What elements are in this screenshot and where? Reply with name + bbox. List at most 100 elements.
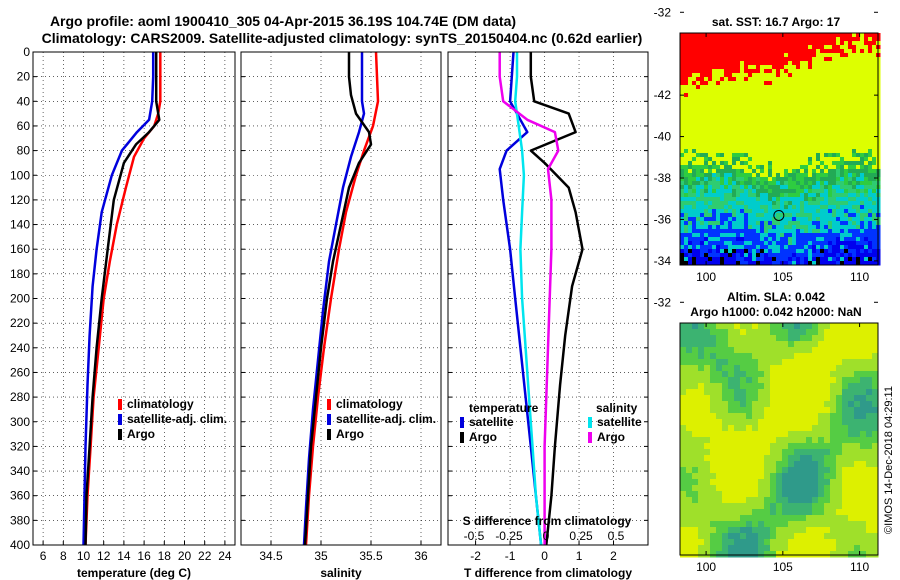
map-cell: [768, 249, 773, 254]
map-cell: [764, 545, 771, 552]
legend-label: Argo: [127, 427, 155, 441]
map-cell: [796, 225, 801, 230]
map-cell: [840, 53, 845, 58]
map-cell: [794, 443, 801, 450]
map-cell: [712, 221, 717, 226]
map-cell: [720, 125, 725, 130]
map-cell: [830, 371, 837, 378]
map-cell: [844, 105, 849, 110]
map-cell: [824, 101, 829, 106]
map-cell: [868, 189, 873, 194]
map-cell: [824, 467, 831, 474]
map-cell: [812, 69, 817, 74]
map-cell: [792, 157, 797, 162]
map-cell: [812, 497, 819, 504]
map-cell: [716, 161, 721, 166]
map-cell: [704, 113, 709, 118]
map-cell: [816, 205, 821, 210]
map-cell: [680, 129, 685, 134]
map-cell: [796, 177, 801, 182]
map-cell: [724, 197, 729, 202]
map-cell: [792, 169, 797, 174]
map-cell: [820, 229, 825, 234]
map-cell: [860, 461, 867, 468]
map-x-tick-label: 105: [773, 560, 793, 574]
map-cell: [680, 539, 687, 546]
map-cell: [800, 213, 805, 218]
map-cell: [704, 545, 711, 552]
map-cell: [794, 449, 801, 456]
map-cell: [746, 431, 753, 438]
map-cell: [688, 185, 693, 190]
map-cell: [872, 413, 879, 420]
map-cell: [708, 37, 713, 42]
map-cell: [700, 241, 705, 246]
map-cell: [688, 121, 693, 126]
map-cell: [864, 201, 869, 206]
map-cell: [836, 353, 843, 360]
map-cell: [752, 73, 757, 78]
map-cell: [780, 93, 785, 98]
map-cell: [844, 205, 849, 210]
map-cell: [696, 141, 701, 146]
map-cell: [716, 539, 723, 546]
map-cell: [818, 533, 825, 540]
map-cell: [740, 253, 745, 258]
map-cell: [820, 241, 825, 246]
map-cell: [708, 189, 713, 194]
map-cell: [800, 205, 805, 210]
map-cell: [692, 65, 697, 70]
map-cell: [848, 169, 853, 174]
map-cell: [740, 173, 745, 178]
map-cell: [812, 85, 817, 90]
map-cell: [830, 509, 837, 516]
map-cell: [860, 197, 865, 202]
map-cell: [684, 65, 689, 70]
map-cell: [692, 137, 697, 142]
map-cell: [844, 133, 849, 138]
map-cell: [724, 249, 729, 254]
map-cell: [680, 347, 687, 354]
map-cell: [724, 189, 729, 194]
map-cell: [828, 45, 833, 50]
map-x-tick-label: 100: [696, 560, 716, 574]
map-cell: [740, 389, 747, 396]
map-cell: [680, 197, 685, 202]
map-cell: [852, 77, 857, 82]
map-cell: [704, 77, 709, 82]
map-cell: [684, 53, 689, 58]
map-cell: [748, 249, 753, 254]
map-cell: [844, 229, 849, 234]
map-cell: [700, 73, 705, 78]
map-cell: [824, 109, 829, 114]
map-cell: [734, 437, 741, 444]
map-cell: [804, 201, 809, 206]
map-cell: [700, 249, 705, 254]
map-cell: [700, 93, 705, 98]
map-cell: [720, 105, 725, 110]
map-cell: [704, 137, 709, 142]
map-cell: [784, 145, 789, 150]
map-cell: [692, 57, 697, 62]
map-cell: [712, 57, 717, 62]
map-cell: [756, 101, 761, 106]
map-cell: [764, 217, 769, 222]
map-cell: [698, 461, 705, 468]
map-cell: [708, 65, 713, 70]
map-cell: [708, 177, 713, 182]
map-cell: [692, 53, 697, 58]
map-cell: [828, 137, 833, 142]
map-cell: [840, 173, 845, 178]
map-cell: [688, 261, 693, 266]
map-cell: [818, 323, 825, 330]
map-cell: [720, 193, 725, 198]
map-cell: [860, 85, 865, 90]
map-cell: [852, 253, 857, 258]
map-cell: [684, 177, 689, 182]
map-cell: [756, 197, 761, 202]
map-cell: [744, 97, 749, 102]
map-cell: [698, 377, 705, 384]
map-cell: [752, 65, 757, 70]
map-cell: [828, 53, 833, 58]
map-cell: [796, 233, 801, 238]
